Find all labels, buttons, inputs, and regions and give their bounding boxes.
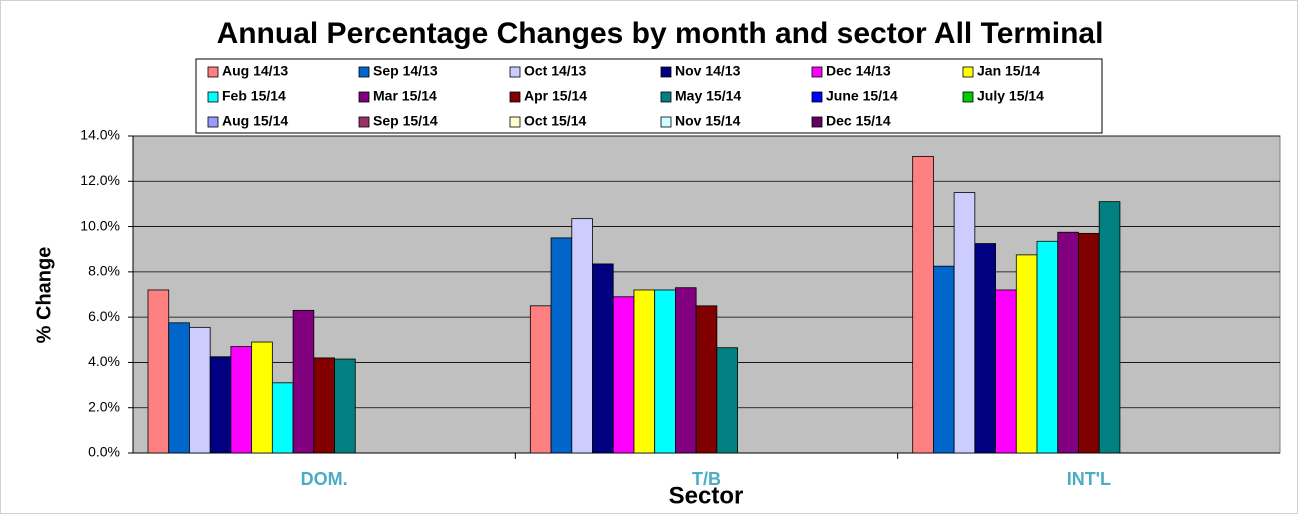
- bar: [912, 155, 934, 454]
- bar: [292, 309, 315, 454]
- legend-label: Dec 14/13: [826, 63, 891, 79]
- x-tick-label: DOM.: [301, 469, 348, 489]
- x-tick-label: INT'L: [1067, 469, 1111, 489]
- legend-label: May 15/14: [675, 88, 741, 104]
- bar: [251, 341, 273, 454]
- legend-swatch: [509, 91, 521, 103]
- bar: [313, 357, 335, 454]
- y-tick-label: 14.0%: [80, 127, 120, 143]
- legend-swatch: [660, 116, 672, 128]
- legend-label: Apr 15/14: [524, 88, 587, 104]
- legend-swatch: [811, 116, 823, 128]
- y-tick-label: 4.0%: [88, 353, 120, 369]
- bar: [189, 326, 211, 454]
- legend-swatch: [207, 66, 219, 78]
- legend-label: Nov 14/13: [675, 63, 741, 79]
- legend-swatch: [811, 91, 823, 103]
- legend-label: Dec 15/14: [826, 113, 891, 129]
- chart-title: Annual Percentage Changes by month and s…: [217, 17, 1104, 50]
- bar: [633, 289, 656, 454]
- bar: [716, 347, 738, 454]
- legend-label: Feb 15/14: [222, 88, 286, 104]
- legend-swatch: [358, 116, 370, 128]
- legend-swatch: [811, 66, 823, 78]
- bar: [953, 192, 976, 454]
- bar: [571, 218, 593, 454]
- bar: [695, 305, 718, 454]
- y-tick-label: 8.0%: [88, 263, 120, 279]
- bar: [612, 296, 635, 454]
- y-tick-label: 10.0%: [80, 217, 120, 233]
- legend-swatch: [962, 66, 974, 78]
- bar: [334, 358, 356, 454]
- y-tick-label: 6.0%: [88, 308, 120, 324]
- legend-swatch: [962, 91, 974, 103]
- legend-label: Oct 14/13: [524, 63, 586, 79]
- legend-label: Mar 15/14: [373, 88, 437, 104]
- legend-label: Oct 15/14: [524, 113, 586, 129]
- legend-swatch: [660, 91, 672, 103]
- legend-label: Jan 15/14: [977, 63, 1040, 79]
- y-tick-label: 0.0%: [88, 444, 120, 460]
- legend-box: [195, 58, 1103, 134]
- bar: [147, 289, 170, 454]
- legend-swatch: [207, 91, 219, 103]
- y-tick-label: 2.0%: [88, 398, 120, 414]
- legend-label: Nov 15/14: [675, 113, 741, 129]
- bar: [550, 237, 573, 454]
- bar: [1015, 254, 1038, 454]
- legend-swatch: [509, 116, 521, 128]
- bar: [230, 346, 253, 454]
- bar: [1078, 232, 1100, 454]
- legend-label: Aug 14/13: [222, 63, 288, 79]
- bar: [209, 356, 232, 454]
- legend-label: July 15/14: [977, 88, 1044, 104]
- bar: [168, 322, 190, 454]
- bar: [654, 289, 676, 454]
- x-tick-label: T/B: [692, 469, 721, 489]
- bar: [1057, 231, 1079, 454]
- bar: [995, 289, 1017, 454]
- y-tick-label: 12.0%: [80, 172, 120, 188]
- y-axis-label: % Change: [33, 247, 55, 344]
- x-axis-label: Sector: [669, 482, 744, 509]
- legend-label: Aug 15/14: [222, 113, 288, 129]
- bar: [1098, 201, 1121, 454]
- bar: [592, 263, 614, 454]
- bar: [932, 265, 955, 454]
- legend-label: June 15/14: [826, 88, 898, 104]
- bar: [271, 382, 294, 454]
- legend-label: Sep 15/14: [373, 113, 438, 129]
- legend-swatch: [358, 66, 370, 78]
- legend-swatch: [207, 116, 219, 128]
- bar: [1036, 240, 1059, 454]
- bar: [529, 305, 552, 454]
- legend-swatch: [660, 66, 672, 78]
- legend-label: Sep 14/13: [373, 63, 438, 79]
- legend-swatch: [509, 66, 521, 78]
- bar: [675, 287, 697, 454]
- bar: [974, 243, 996, 454]
- legend-swatch: [358, 91, 370, 103]
